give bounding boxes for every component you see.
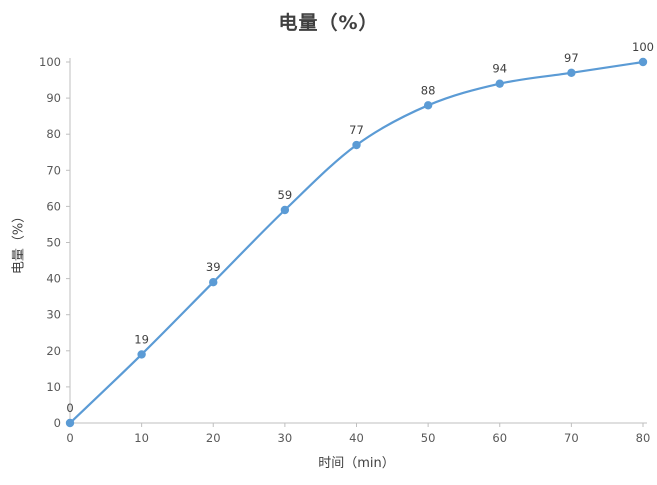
x-tick-label: 30 — [278, 431, 293, 445]
data-point-marker — [209, 278, 218, 287]
x-tick-label: 80 — [636, 431, 651, 445]
data-point-marker — [638, 57, 648, 67]
data-point-marker — [567, 68, 576, 78]
data-point-label: 97 — [564, 51, 579, 65]
x-tick-label: 40 — [349, 431, 364, 445]
x-tick-label: 50 — [421, 431, 436, 445]
x-tick-label: 10 — [134, 431, 149, 445]
data-point-marker — [495, 79, 504, 88]
data-point-marker — [65, 418, 75, 428]
y-tick-label: 100 — [39, 55, 61, 69]
x-tick-label: 60 — [492, 431, 507, 445]
data-point-label: 88 — [421, 83, 436, 97]
chart-title: 电量（%） — [278, 12, 379, 34]
data-point-label: 100 — [632, 40, 654, 54]
data-point-label: 0 — [66, 401, 73, 415]
y-tick-label: 80 — [46, 127, 61, 141]
y-tick-label: 0 — [54, 416, 61, 430]
data-point-marker — [352, 140, 361, 150]
y-axis-title: 电量（%） — [11, 209, 27, 275]
y-tick-label: 10 — [46, 380, 61, 394]
y-tick-label: 30 — [46, 308, 61, 322]
x-tick-label: 0 — [66, 431, 73, 445]
y-tick-label: 20 — [46, 344, 61, 358]
data-point-marker — [137, 350, 146, 359]
data-point-label: 19 — [134, 332, 149, 346]
y-tick-label: 90 — [46, 91, 61, 105]
data-point-label: 59 — [278, 188, 293, 202]
y-tick-label: 40 — [46, 272, 61, 286]
y-tick-label: 50 — [46, 236, 61, 250]
series-line — [69, 60, 644, 424]
data-point-label: 39 — [206, 260, 221, 274]
data-point-marker — [280, 205, 290, 215]
data-point-marker — [423, 101, 433, 110]
x-tick-label: 20 — [206, 431, 221, 445]
y-tick-label: 60 — [46, 199, 61, 213]
x-axis-title: 时间（min） — [318, 456, 395, 471]
data-point-label: 94 — [492, 62, 507, 76]
data-point-label: 77 — [349, 123, 364, 137]
x-tick-label: 70 — [564, 431, 579, 445]
y-tick-label: 70 — [46, 163, 61, 177]
